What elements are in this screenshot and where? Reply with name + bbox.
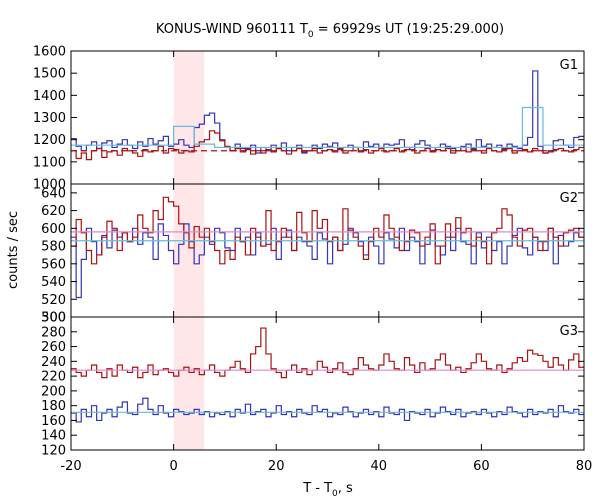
y-tick-label-G1: 1600 <box>33 45 66 60</box>
series-raw1-G2 <box>71 223 584 299</box>
highlight-band-G3 <box>173 317 205 450</box>
series-raw1-G1 <box>71 70 584 154</box>
y-tick-label-G3: 140 <box>41 429 66 444</box>
y-tick-label-G1: 1400 <box>33 89 66 104</box>
y-tick-label-G3: 240 <box>41 355 66 370</box>
y-tick-label-G2: 620 <box>41 204 66 219</box>
y-tick-label-G3: 120 <box>41 444 66 459</box>
panel-label-G2: G2 <box>560 191 578 206</box>
y-tick-label-G3: 300 <box>41 311 66 326</box>
panel-frame-G3 <box>70 316 585 451</box>
x-tick-label: 20 <box>268 459 285 474</box>
series-raw2-G2 <box>71 196 584 265</box>
y-tick-label-G2: 500 <box>41 311 66 326</box>
y-tick-label-G2: 560 <box>41 257 66 272</box>
series-fit1-G1 <box>71 106 584 149</box>
x-tick-label: 60 <box>473 459 490 474</box>
y-tick-label-G3: 180 <box>41 399 66 414</box>
series-raw1-G3 <box>71 397 584 423</box>
y-tick-label-G2: 600 <box>41 222 66 237</box>
x-axis-label: T - T0, s <box>302 481 353 499</box>
y-tick-label-G3: 200 <box>41 384 66 399</box>
y-tick-label-G1: 1200 <box>33 133 66 148</box>
y-tick-label-G1: 1300 <box>33 111 66 126</box>
chart-title: KONUS-WIND 960111 T0 = 69929s UT (19:25:… <box>156 22 504 40</box>
y-tick-label-G3: 260 <box>41 340 66 355</box>
x-tick-label: 0 <box>169 459 177 474</box>
tick-layer: 1000110012001300140015001600G15005205405… <box>33 45 592 475</box>
x-tick-label: 80 <box>576 459 593 474</box>
y-tick-label-G1: 1500 <box>33 67 66 82</box>
y-tick-label-G3: 220 <box>41 370 66 385</box>
y-tick-label-G2: 540 <box>41 275 66 290</box>
panel-frame-G1 <box>70 50 585 185</box>
y-tick-label-G3: 280 <box>41 325 66 340</box>
x-tick-label: -20 <box>60 459 81 474</box>
y-tick-label-G2: 520 <box>41 293 66 308</box>
y-tick-label-G3: 160 <box>41 414 66 429</box>
y-axis-label: counts / sec <box>6 211 21 289</box>
y-tick-label-G1: 1000 <box>33 178 66 193</box>
panel-label-G1: G1 <box>560 58 578 73</box>
panel-label-G3: G3 <box>560 324 578 339</box>
highlight-band-G1 <box>173 51 205 184</box>
y-tick-label-G1: 1100 <box>33 155 66 170</box>
x-tick-label: 40 <box>371 459 388 474</box>
y-tick-label-G2: 640 <box>41 186 66 201</box>
y-tick-label-G2: 580 <box>41 240 66 255</box>
series-raw2-G1 <box>71 130 584 161</box>
series-layer <box>71 70 584 423</box>
